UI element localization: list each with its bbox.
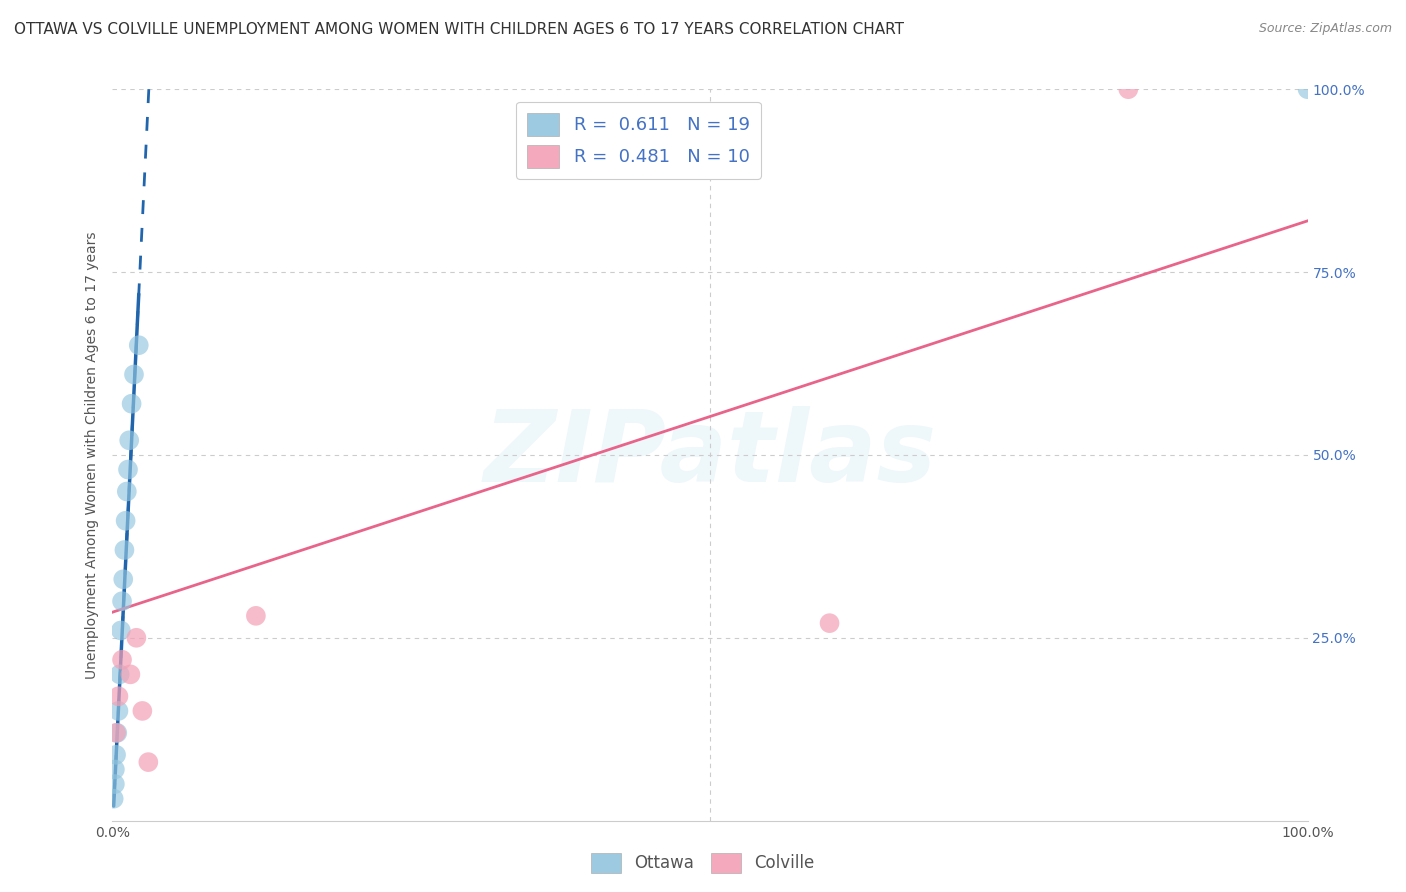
Point	[128, 338, 150, 352]
Point	[107, 690, 129, 704]
Point	[105, 726, 128, 740]
Point	[131, 704, 153, 718]
Point	[115, 484, 138, 499]
Point	[104, 763, 127, 777]
Point	[108, 667, 131, 681]
Point	[112, 572, 135, 586]
Point	[118, 434, 141, 448]
Point	[103, 791, 125, 805]
Y-axis label: Unemployment Among Women with Children Ages 6 to 17 years: Unemployment Among Women with Children A…	[84, 231, 98, 679]
Point	[114, 543, 135, 558]
Text: OTTAWA VS COLVILLE UNEMPLOYMENT AMONG WOMEN WITH CHILDREN AGES 6 TO 17 YEARS COR: OTTAWA VS COLVILLE UNEMPLOYMENT AMONG WO…	[14, 22, 904, 37]
Point	[117, 462, 139, 476]
Point	[245, 608, 267, 623]
Point	[107, 704, 129, 718]
Point	[121, 397, 143, 411]
Point	[122, 368, 145, 382]
Point	[120, 667, 142, 681]
Point	[1296, 82, 1319, 96]
Point	[125, 631, 148, 645]
Point	[114, 514, 136, 528]
Legend: Ottawa, Colville: Ottawa, Colville	[585, 847, 821, 880]
Point	[111, 594, 134, 608]
Text: Source: ZipAtlas.com: Source: ZipAtlas.com	[1258, 22, 1392, 36]
Legend: R =  0.611   N = 19, R =  0.481   N = 10: R = 0.611 N = 19, R = 0.481 N = 10	[516, 102, 761, 179]
Point	[818, 616, 841, 631]
Point	[1118, 82, 1140, 96]
Point	[110, 624, 132, 638]
Text: ZIPatlas: ZIPatlas	[484, 407, 936, 503]
Point	[105, 726, 128, 740]
Point	[104, 777, 127, 791]
Point	[111, 653, 134, 667]
Point	[105, 747, 128, 762]
Point	[138, 755, 160, 769]
